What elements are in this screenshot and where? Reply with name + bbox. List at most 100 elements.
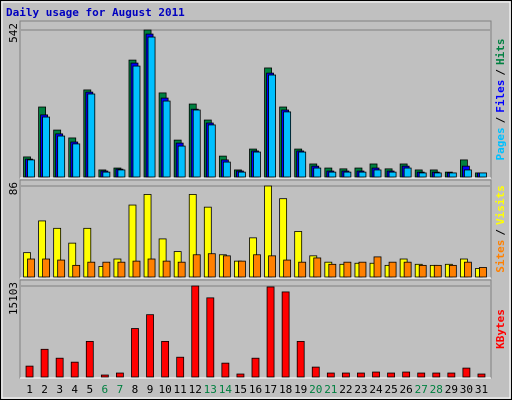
bar (298, 261, 307, 278)
bar (25, 365, 34, 378)
bar (417, 372, 426, 378)
legend-separator: / (494, 69, 507, 76)
bar (283, 111, 292, 178)
bar (343, 171, 352, 178)
bar (281, 291, 290, 378)
bar (373, 169, 382, 178)
x-tick-label: 28 (430, 383, 443, 396)
bar (418, 264, 427, 278)
bar (27, 159, 35, 178)
bar (433, 172, 442, 178)
x-tick-label: 14 (219, 383, 233, 396)
bar (372, 371, 380, 378)
x-tick-label: 10 (158, 383, 171, 396)
legend-entry: Visits (494, 185, 507, 225)
bar (222, 255, 231, 278)
bar (266, 286, 275, 378)
x-tick-label: 1 (26, 383, 33, 396)
bar (161, 340, 170, 378)
bar (433, 264, 442, 278)
legend-entry: Sites (494, 240, 507, 273)
x-tick-label: 18 (279, 383, 292, 396)
bar (68, 242, 77, 278)
bar (192, 109, 201, 178)
bar (57, 135, 66, 178)
bar (448, 172, 457, 178)
x-tick-label: 9 (147, 383, 154, 396)
bar (117, 261, 126, 278)
bar (38, 220, 46, 278)
bar (402, 371, 411, 378)
x-tick-label: 23 (354, 383, 367, 396)
x-tick-label: 29 (445, 383, 458, 396)
bar (403, 167, 412, 178)
bar (358, 261, 367, 278)
bar (87, 93, 96, 178)
bar (358, 171, 367, 178)
bar (268, 74, 276, 178)
bar (27, 258, 35, 278)
bar (176, 356, 185, 378)
bar (328, 171, 337, 178)
x-tick-label: 24 (369, 383, 383, 396)
y-tick-label: 15103 (7, 282, 20, 315)
bar (40, 348, 49, 378)
bar (131, 328, 139, 378)
bar (162, 100, 171, 178)
bar (116, 372, 124, 378)
x-tick-label: 20 (309, 383, 322, 396)
bar (203, 206, 212, 278)
chart-title: Daily usage for August 2011 (6, 6, 185, 19)
bar (102, 261, 111, 278)
bar (313, 167, 322, 178)
bar (264, 185, 272, 278)
x-tick-label: 12 (189, 383, 202, 396)
bar (448, 264, 457, 278)
bar (192, 254, 201, 278)
x-tick-label: 6 (102, 383, 109, 396)
bar (268, 255, 276, 278)
bar (296, 340, 305, 378)
bar (206, 297, 215, 378)
bar (253, 151, 261, 178)
bar (298, 151, 307, 178)
bar (388, 171, 397, 178)
bar (464, 169, 472, 178)
bar (464, 261, 472, 278)
x-tick-label: 19 (294, 383, 307, 396)
bar (253, 254, 261, 278)
bar (238, 171, 246, 178)
x-tick-label: 5 (86, 383, 93, 396)
x-tick-label: 22 (339, 383, 352, 396)
bar (55, 357, 64, 378)
bar (357, 372, 365, 378)
bar (294, 231, 303, 278)
bar (341, 372, 350, 378)
bar (188, 194, 197, 278)
bar (177, 261, 186, 278)
bar (158, 238, 167, 278)
bar (477, 373, 486, 378)
bar (326, 372, 335, 378)
legend-separator: / (494, 229, 507, 236)
bar (42, 258, 50, 278)
y-tick-label: 542 (7, 23, 20, 43)
bar (132, 65, 141, 178)
bar (53, 227, 62, 278)
bar (343, 261, 352, 278)
bar (132, 260, 141, 278)
legend-entry: Hits (494, 39, 507, 66)
bar (418, 172, 427, 178)
bar (42, 116, 50, 178)
bar (147, 36, 156, 178)
bar (191, 285, 200, 378)
x-tick-label: 2 (41, 383, 48, 396)
x-tick-label: 13 (204, 383, 217, 396)
bar (388, 261, 397, 278)
bar (143, 194, 152, 278)
bar (102, 171, 111, 178)
x-tick-label: 25 (384, 383, 397, 396)
x-tick-label: 26 (400, 383, 413, 396)
